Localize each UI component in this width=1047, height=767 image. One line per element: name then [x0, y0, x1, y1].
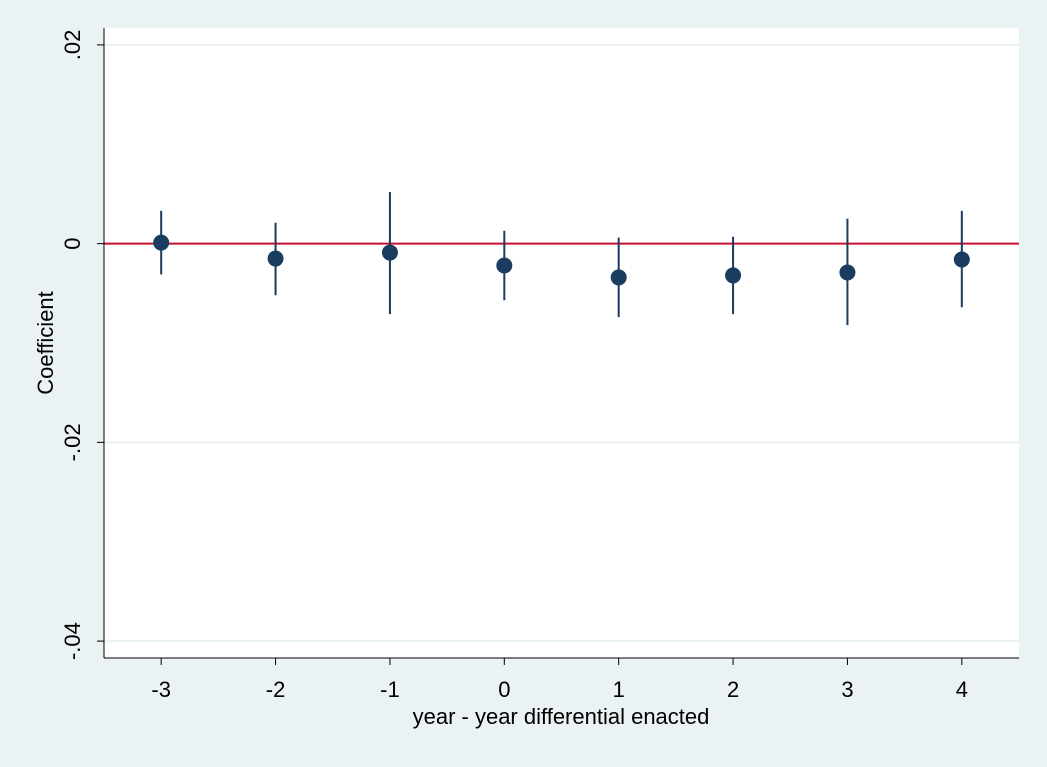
y-tick-label: 0 [60, 238, 85, 250]
x-tick-label: 4 [956, 677, 968, 702]
y-axis-ticks: .02 0 -.02 -.04 [60, 30, 104, 660]
y-tick-label: .02 [60, 30, 85, 61]
coefficient-point [610, 269, 627, 286]
x-axis-label: year - year differential enacted [413, 704, 710, 729]
y-tick-label: -.04 [60, 622, 85, 660]
coefficient-point [953, 251, 970, 268]
x-tick-label: -1 [380, 677, 400, 702]
plot-area [104, 28, 1019, 658]
x-tick-label: -3 [151, 677, 171, 702]
coefficient-point [839, 264, 856, 281]
coefficient-point [725, 267, 742, 284]
x-tick-label: -2 [266, 677, 286, 702]
coefficient-point [153, 234, 170, 251]
coefficient-point [381, 244, 398, 261]
coefficient-point [267, 250, 284, 267]
x-axis-ticks: -3 -2 -1 0 1 2 3 4 [151, 658, 968, 702]
x-tick-label: 0 [498, 677, 510, 702]
coefficient-point [496, 257, 513, 274]
x-tick-label: 1 [613, 677, 625, 702]
y-axis-label: Coefficient [33, 291, 58, 395]
gridlines [104, 43, 1019, 643]
x-tick-label: 2 [727, 677, 739, 702]
data-marks [153, 191, 970, 326]
x-tick-label: 3 [841, 677, 853, 702]
y-tick-label: -.02 [60, 423, 85, 461]
